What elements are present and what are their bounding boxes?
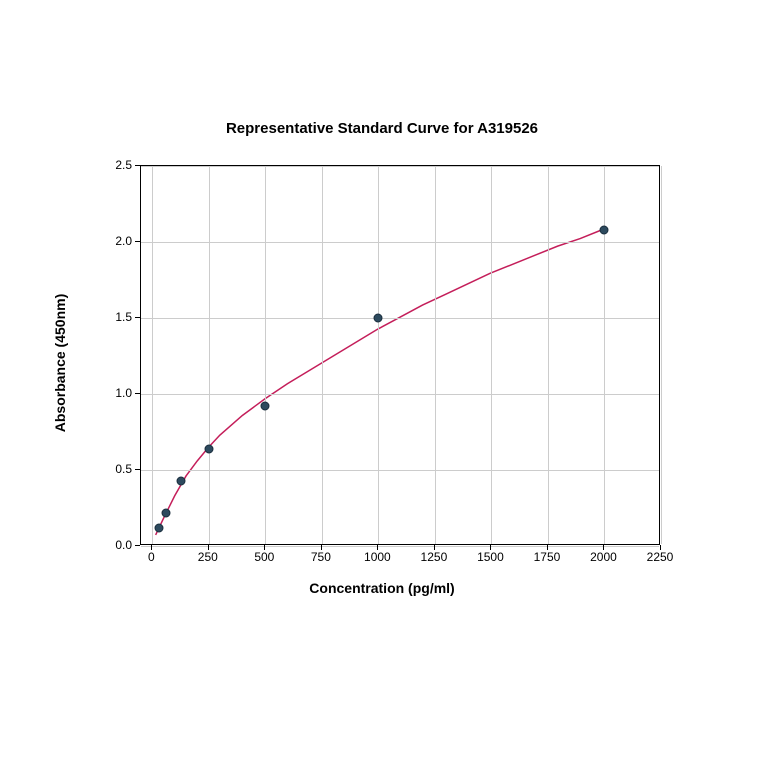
y-tick-mark (135, 317, 140, 318)
x-tick-label: 0 (148, 550, 155, 564)
x-tick-label: 1750 (534, 550, 561, 564)
y-tick-mark (135, 545, 140, 546)
x-tick-label: 1250 (421, 550, 448, 564)
chart-title: Representative Standard Curve for A31952… (0, 120, 764, 137)
y-tick-mark (135, 393, 140, 394)
grid-line-horizontal (141, 394, 659, 395)
grid-line-horizontal (141, 470, 659, 471)
plot-area (140, 165, 660, 545)
grid-line-vertical (209, 166, 210, 544)
x-tick-label: 500 (254, 550, 274, 564)
grid-line-vertical (491, 166, 492, 544)
grid-line-vertical (378, 166, 379, 544)
grid-line-vertical (322, 166, 323, 544)
y-tick-label: 0.0 (92, 538, 132, 552)
grid-line-horizontal (141, 318, 659, 319)
y-tick-mark (135, 469, 140, 470)
grid-line-vertical (604, 166, 605, 544)
x-tick-label: 1000 (364, 550, 391, 564)
y-tick-label: 0.5 (92, 462, 132, 476)
x-tick-label: 1500 (477, 550, 504, 564)
x-tick-label: 2000 (590, 550, 617, 564)
grid-line-vertical (548, 166, 549, 544)
grid-line-horizontal (141, 166, 659, 167)
x-tick-label: 2250 (647, 550, 674, 564)
y-tick-mark (135, 241, 140, 242)
y-axis-label: Absorbance (450nm) (52, 294, 68, 432)
grid-line-vertical (265, 166, 266, 544)
grid-line-horizontal (141, 546, 659, 547)
y-tick-label: 1.5 (92, 310, 132, 324)
data-point (155, 523, 164, 532)
y-tick-mark (135, 165, 140, 166)
grid-line-vertical (152, 166, 153, 544)
y-tick-label: 2.0 (92, 234, 132, 248)
data-point (600, 225, 609, 234)
y-tick-label: 2.5 (92, 158, 132, 172)
data-point (176, 476, 185, 485)
x-tick-label: 750 (311, 550, 331, 564)
x-tick-label: 250 (198, 550, 218, 564)
grid-line-horizontal (141, 242, 659, 243)
data-point (204, 444, 213, 453)
grid-line-vertical (435, 166, 436, 544)
data-point (162, 508, 171, 517)
grid-line-vertical (661, 166, 662, 544)
y-tick-label: 1.0 (92, 386, 132, 400)
curve-line (141, 166, 659, 544)
x-axis-label: Concentration (pg/ml) (0, 580, 764, 596)
data-point (374, 314, 383, 323)
data-point (261, 402, 270, 411)
